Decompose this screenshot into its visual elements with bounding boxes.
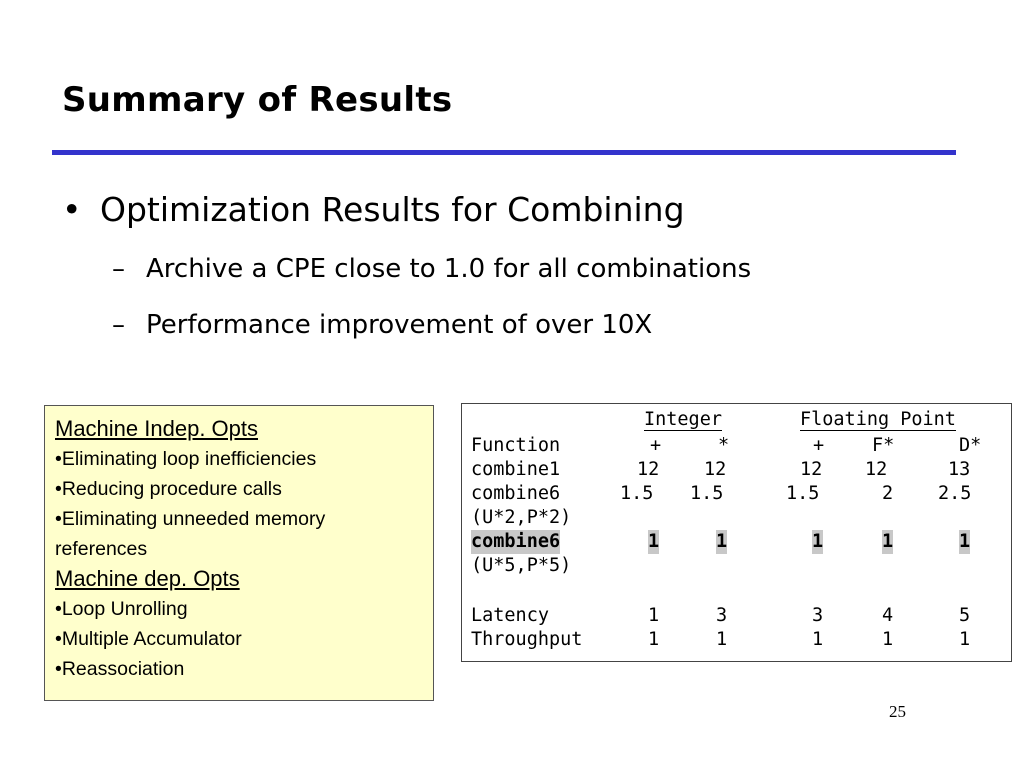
list-item: •Reassociation <box>55 658 185 680</box>
table-group-header-row: Integer Floating Point <box>462 410 1011 434</box>
cell: 12 <box>637 459 660 480</box>
row-name: combine6 <box>471 530 561 554</box>
list-item: •Eliminating unneeded memory <box>55 508 326 530</box>
cell: 1 <box>648 530 660 554</box>
main-bullet-text: Optimization Results for Combining <box>100 190 685 229</box>
bullet-list: • Optimization Results for Combining – A… <box>62 190 751 366</box>
bullet-dot-icon: • <box>62 190 82 229</box>
cell: 1 <box>959 629 971 650</box>
sub-bullet-text: Archive a CPE close to 1.0 for all combi… <box>146 254 752 284</box>
list-item: •Multiple Accumulator <box>55 628 242 650</box>
sub-bullet-text: Performance improvement of over 10X <box>146 310 653 340</box>
table-row: Throughput 1 1 1 1 1 <box>462 628 1011 652</box>
table-row: (U*2,P*2) <box>462 506 1011 530</box>
row-name: combine6 <box>471 483 561 504</box>
table-row: combine6 1.5 1.5 1.5 2 2.5 <box>462 482 1011 506</box>
cell: 12 <box>704 459 727 480</box>
cell: 1.5 <box>786 483 820 504</box>
row-name: Latency <box>471 605 549 626</box>
cell: 1.5 <box>690 483 724 504</box>
results-table: Integer Floating Point Function + * + F*… <box>461 403 1012 662</box>
row-name: combine1 <box>471 459 561 480</box>
row-name: (U*2,P*2) <box>471 507 572 528</box>
cell: 1 <box>812 530 824 554</box>
col-header-d-mul: D* <box>959 435 982 456</box>
cell: 13 <box>948 459 971 480</box>
page-number: 25 <box>889 702 906 721</box>
integer-group-header: Integer <box>644 409 722 431</box>
floating-point-group-header: Floating Point <box>800 409 956 431</box>
cell: 12 <box>865 459 888 480</box>
optimizations-box: Machine Indep. Opts •Eliminating loop in… <box>44 405 434 701</box>
cell: 5 <box>959 605 971 626</box>
col-header-int-add: + <box>650 435 662 456</box>
cell: 2.5 <box>938 483 972 504</box>
title-divider <box>52 150 956 155</box>
dash-icon: – <box>112 254 125 284</box>
machine-dep-heading: Machine dep. Opts <box>55 566 240 591</box>
row-name: Throughput <box>471 629 583 650</box>
dash-icon: – <box>112 310 125 340</box>
cell: 2 <box>882 483 894 504</box>
cell: 1 <box>648 605 660 626</box>
cell: 1 <box>882 530 894 554</box>
cell: 1 <box>648 629 660 650</box>
col-header-function: Function <box>471 435 561 456</box>
sub-bullet: – Performance improvement of over 10X <box>112 310 751 356</box>
table-row-highlighted: combine6 1 1 1 1 1 <box>462 530 1011 554</box>
cell: 1 <box>716 530 728 554</box>
col-header-f-mul: F* <box>872 435 895 456</box>
list-item-continuation: references <box>55 538 148 560</box>
cell: 1 <box>882 629 894 650</box>
row-name: (U*5,P*5) <box>471 555 572 576</box>
cell: 1 <box>959 530 971 554</box>
list-item: •Reducing procedure calls <box>55 478 282 500</box>
cell: 1.5 <box>620 483 654 504</box>
list-item: •Eliminating loop inefficiencies <box>55 448 317 470</box>
main-bullet: • Optimization Results for Combining <box>62 190 751 238</box>
col-header-fp-add: + <box>813 435 825 456</box>
machine-indep-heading: Machine Indep. Opts <box>55 416 259 441</box>
table-row: (U*5,P*5) <box>462 554 1011 578</box>
table-row: combine1 12 12 12 12 13 <box>462 458 1011 482</box>
cell: 3 <box>812 605 824 626</box>
table-header-row: Function + * + F* D* <box>462 434 1011 458</box>
table-row: Latency 1 3 3 4 5 <box>462 604 1011 628</box>
cell: 12 <box>800 459 823 480</box>
cell: 1 <box>812 629 824 650</box>
cell: 1 <box>716 629 728 650</box>
list-item: •Loop Unrolling <box>55 598 188 620</box>
slide-title: Summary of Results <box>62 80 453 120</box>
col-header-int-mul: * <box>718 435 730 456</box>
sub-bullet: – Archive a CPE close to 1.0 for all com… <box>112 254 751 300</box>
cell: 3 <box>716 605 728 626</box>
cell: 4 <box>882 605 894 626</box>
